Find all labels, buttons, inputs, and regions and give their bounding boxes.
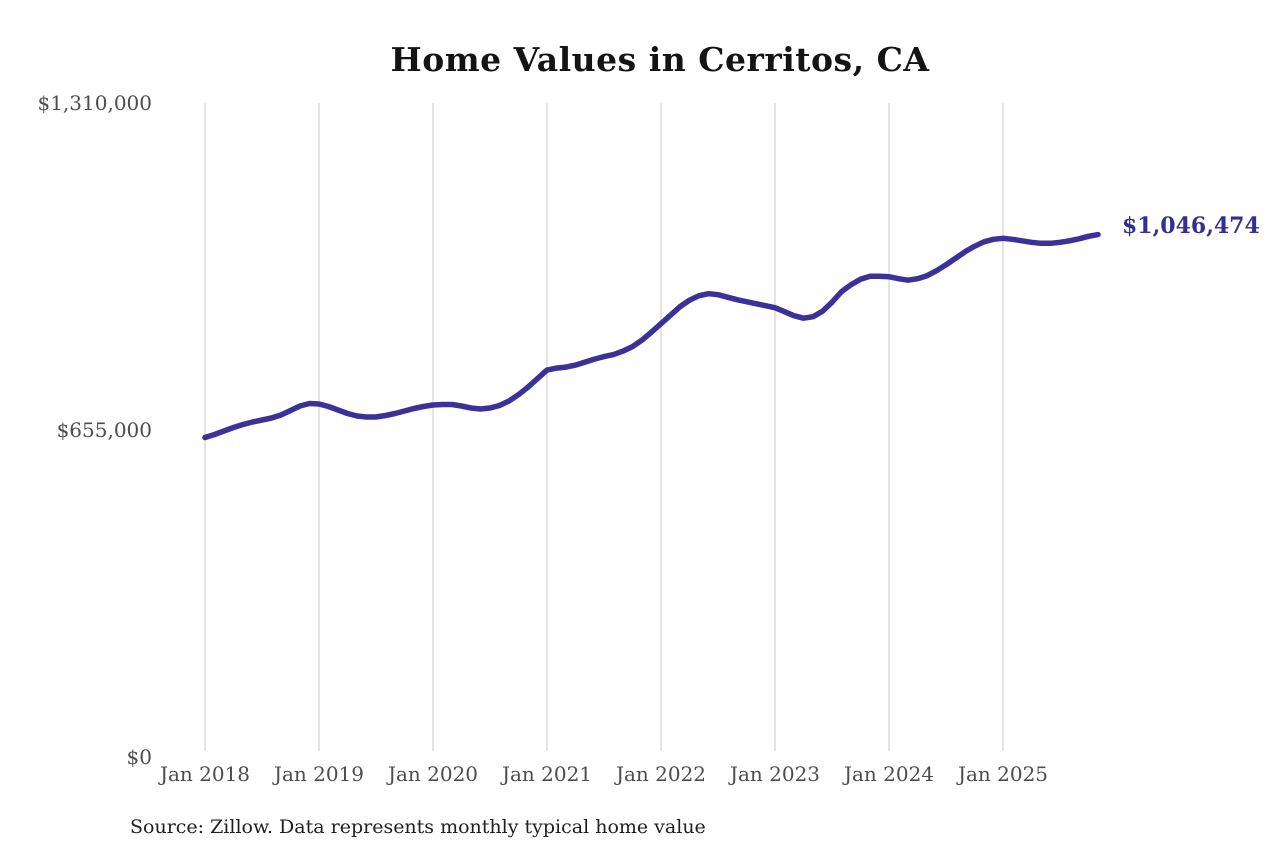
x-axis-tick-label: Jan 2024: [843, 762, 935, 786]
source-note: Source: Zillow. Data represents monthly …: [130, 816, 706, 838]
x-axis-tick-label: Jan 2020: [387, 762, 479, 786]
last-value-label: $1,046,474: [1122, 212, 1260, 239]
y-axis-tick-label: $1,310,000: [37, 91, 152, 115]
home-value-line-series: [202, 231, 1101, 441]
y-axis-tick-label: $655,000: [56, 418, 152, 442]
chart-title: Home Values in Cerritos, CA: [390, 40, 930, 79]
y-axis-tick-label: $0: [126, 745, 152, 769]
x-axis-tick-label: Jan 2019: [273, 762, 365, 786]
x-axis-tick-label: Jan 2022: [615, 762, 707, 786]
gridline-group: [204, 103, 1004, 751]
x-axis-tick-label: Jan 2023: [729, 762, 821, 786]
x-axis-tick-label: Jan 2025: [957, 762, 1049, 786]
x-axis-tick-label: Jan 2018: [159, 762, 251, 786]
x-axis-tick-label: Jan 2021: [501, 762, 593, 786]
